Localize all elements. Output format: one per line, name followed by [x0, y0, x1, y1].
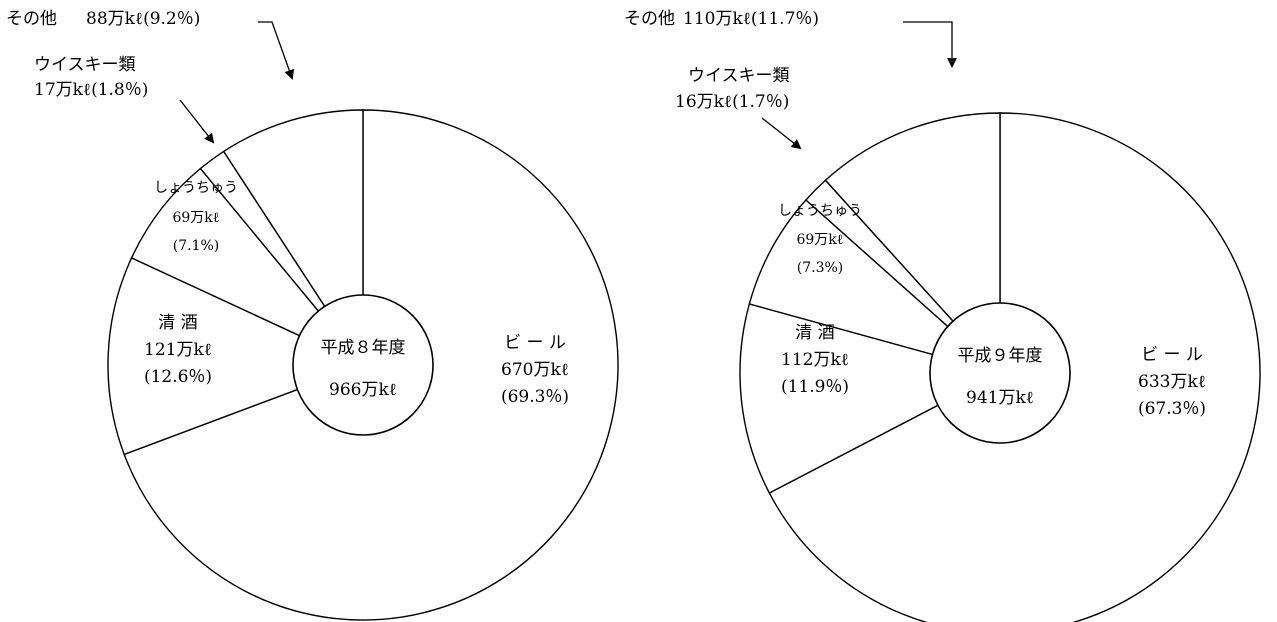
pie-slice-shochu — [130, 167, 364, 366]
slice-label-percent: (7.1%) — [173, 238, 220, 254]
amount: 110万kℓ — [683, 9, 751, 29]
amount: 17万kℓ — [34, 80, 91, 100]
slice-label-name: ビ ー ル — [504, 333, 566, 353]
percent: (9.2％) — [143, 9, 200, 29]
percent: (11.7％) — [751, 9, 819, 29]
amount: 88万kℓ — [86, 9, 143, 29]
center-year-label: 平成９年度 — [958, 346, 1043, 366]
leader-arrow — [903, 21, 957, 68]
center-total-label: 966万kℓ — [329, 380, 397, 400]
slice-label-amount-percent: 16万kℓ(1.7％) — [675, 92, 789, 112]
slice-label-name: ウイスキー類 — [688, 66, 790, 86]
slice-label-amount: 69万kℓ — [796, 232, 843, 248]
slice-label-name-amount-percent: その他 110万kℓ(11.7％) — [624, 9, 819, 29]
slice-label-name: その他 — [6, 9, 57, 29]
percent: (1.7％) — [732, 92, 789, 112]
slice-label-name: 清 酒 — [158, 313, 197, 333]
center-hole — [929, 302, 1071, 444]
slice-label-name: ウイスキー類 — [34, 55, 136, 75]
leader-arrow — [761, 117, 802, 150]
slice-label-percent: (7.3%) — [797, 260, 844, 276]
percent: (1.8％) — [91, 80, 148, 100]
pie-chart-h9: 平成９年度 941万kℓ ビ ー ル 633万kℓ (67.3％) 清 酒 11… — [624, 9, 1261, 622]
center-hole — [292, 294, 434, 436]
slice-label-percent: (12.6％) — [144, 367, 212, 387]
slice-label-percent: (69.3％) — [501, 387, 569, 407]
center-total-label: 941万kℓ — [966, 388, 1034, 408]
pie-chart-h8: 平成８年度 966万kℓ ビ ー ル 670万kℓ (69.3％) 清 酒 12… — [6, 9, 619, 621]
amount: 16万kℓ — [675, 92, 732, 112]
slice-label-amount: 670万kℓ — [501, 360, 569, 380]
slice-label-amount-percent: 17万kℓ(1.8％) — [34, 80, 148, 100]
slice-label-amount: 633万kℓ — [1138, 372, 1206, 392]
slice-label-amount: 112万kℓ — [781, 350, 849, 370]
slice-label-name: しょうちゅう — [154, 180, 238, 196]
pie-slice-other — [222, 109, 364, 368]
pie-slice-sake — [739, 303, 1002, 494]
slice-label-percent: (67.3％) — [1138, 399, 1206, 419]
slice-label-amount: 121万kℓ — [144, 340, 212, 360]
slice-label-name: 清 酒 — [795, 323, 834, 343]
pie-slice-other — [824, 112, 1001, 375]
leader-arrow — [258, 21, 295, 80]
center-year-label: 平成８年度 — [321, 338, 406, 358]
name: その他 — [624, 9, 675, 29]
slice-label-amount-percent: 88万kℓ(9.2％) — [86, 9, 200, 29]
slice-label-percent: (11.9％) — [781, 377, 849, 397]
pie-slice-shochu — [748, 199, 1001, 374]
slice-label-name: ビ ー ル — [1141, 345, 1203, 365]
pie-slice-sake — [107, 256, 365, 456]
leader-arrow — [179, 99, 215, 144]
slice-label-name: しょうちゅう — [778, 203, 862, 219]
slice-label-amount: 69万kℓ — [172, 210, 219, 226]
